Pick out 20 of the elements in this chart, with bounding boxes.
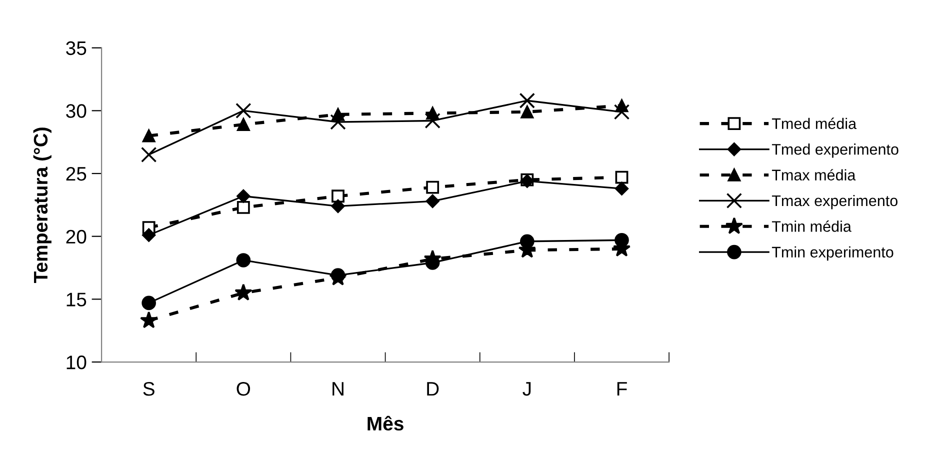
- legend-label: Tmed média: [772, 118, 857, 130]
- y-tick-label: 25: [66, 166, 86, 181]
- y-tick-label: 30: [66, 104, 86, 118]
- x-tick-label: F: [617, 382, 627, 396]
- y-tick-label: 35: [66, 41, 86, 56]
- y-tick-label: 15: [66, 292, 86, 306]
- x-tick-label: O: [236, 382, 250, 396]
- x-axis-title: Mês: [368, 416, 404, 431]
- legend-label: Tmin experimento: [772, 246, 894, 261]
- legend-label: Tmax experimento: [772, 194, 898, 210]
- legend-label: Tmed experimento: [772, 144, 898, 158]
- legend-label: Tmax média: [772, 169, 856, 180]
- x-tick-label: D: [427, 382, 439, 396]
- x-tick-label: N: [332, 382, 344, 396]
- legend-label: Tmin média: [772, 220, 852, 232]
- y-tick-label: 10: [66, 355, 86, 370]
- x-tick-label: J: [522, 382, 531, 396]
- y-tick-label: 20: [66, 230, 86, 244]
- y-axis-title: Temperatura (°C): [33, 128, 52, 283]
- x-tick-label: S: [143, 382, 154, 396]
